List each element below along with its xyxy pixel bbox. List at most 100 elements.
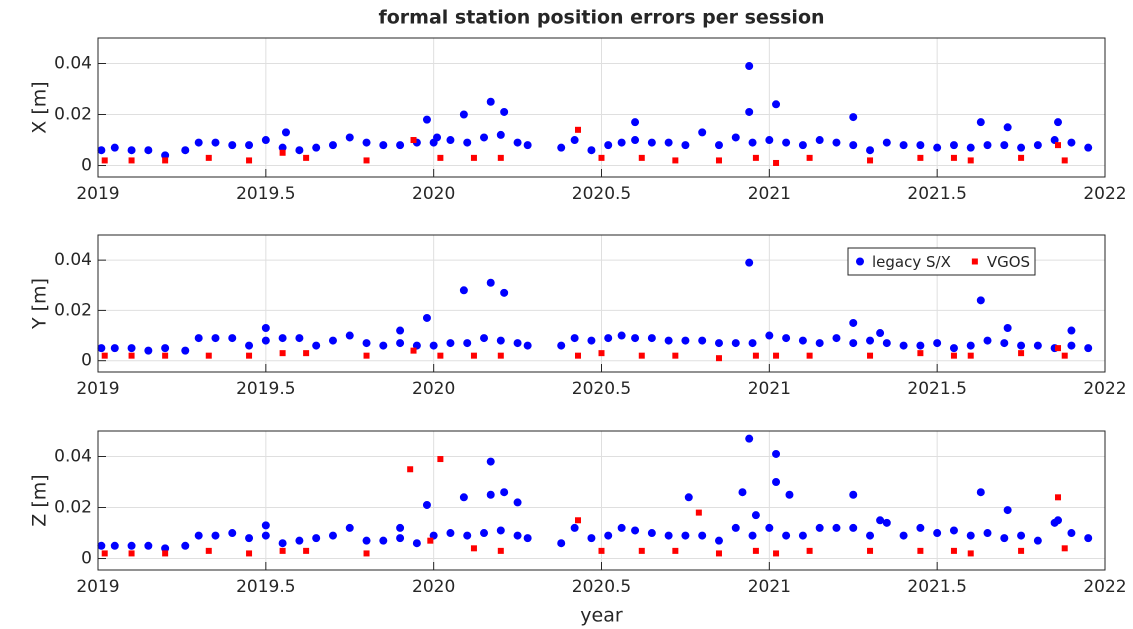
vgos-marker [806,547,813,554]
legacy-marker [916,141,925,150]
legacy-marker [557,539,566,548]
legacy-marker [97,344,106,353]
legacy-marker [949,141,958,150]
legacy-marker [698,531,707,540]
vgos-marker [303,350,310,357]
legacy-marker [587,534,596,543]
vgos-marker [752,154,759,161]
legacy-marker [1003,324,1012,333]
legacy-marker [849,490,858,499]
legacy-marker [745,107,754,116]
vgos-marker [470,352,477,359]
axes-box [97,234,1106,373]
legacy-marker [486,457,495,466]
legacy-marker [751,511,760,520]
legacy-marker [765,523,774,532]
legend: legacy S/X VGOS [847,247,1036,276]
legacy-marker [983,141,992,150]
vgos-marker [672,352,679,359]
vgos-marker [1061,157,1068,164]
legacy-marker [486,278,495,287]
legacy-marker [849,113,858,122]
vgos-marker [752,352,759,359]
legacy-marker [849,523,858,532]
legacy-marker [261,136,270,145]
legacy-marker [245,341,254,350]
legacy-marker [815,136,824,145]
legacy-marker [782,334,791,343]
legacy-marker [570,523,579,532]
vgos-marker [162,352,169,359]
legacy-marker [211,138,220,147]
vgos-marker [162,157,169,164]
legacy-marker [278,539,287,548]
legacy-marker [362,138,371,147]
vgos-marker [1018,547,1025,554]
legacy-marker [379,341,388,350]
vgos-marker [205,352,212,359]
legacy-marker [1084,143,1093,152]
legacy-marker [983,529,992,538]
y-axis-label: X [m] [29,81,51,133]
legacy-marker [480,133,489,142]
legacy-marker [1054,118,1063,127]
legacy-marker [328,336,337,345]
legacy-marker [500,288,509,297]
legacy-marker [513,138,522,147]
vgos-marker [598,154,605,161]
legacy-marker [261,324,270,333]
legacy-marker [731,523,740,532]
legacy-marker [681,336,690,345]
vgos-marker [950,352,957,359]
y-tick-label: 0.02 [54,300,92,320]
legacy-marker [127,146,136,155]
legacy-marker [631,136,640,145]
legacy-marker [496,130,505,139]
vgos-marker [638,547,645,554]
legacy-marker [396,523,405,532]
vgos-marker [1018,350,1025,357]
x-tick-label: 2019.5 [236,379,295,399]
legacy-marker [647,138,656,147]
vgos-marker [279,149,286,156]
vgos-marker [303,547,310,554]
vgos-marker [497,352,504,359]
vgos-marker [1055,345,1062,352]
legacy-marker [328,531,337,540]
legacy-marker [765,331,774,340]
legacy-marker [523,341,532,350]
legacy-marker [617,523,626,532]
legacy-marker [127,344,136,353]
legacy-marker [604,334,613,343]
legacy-marker [127,541,136,550]
legacy-marker [396,534,405,543]
legacy-marker [966,341,975,350]
y-tick-label: 0.04 [54,447,92,467]
legacy-marker [412,341,421,350]
legacy-marker [295,334,304,343]
legacy-marker [815,523,824,532]
legacy-marker [422,313,431,322]
legend-label: VGOS [987,253,1030,271]
x-tick-label: 2019 [76,577,119,597]
vgos-marker [773,159,780,166]
legacy-marker [261,531,270,540]
vgos-marker [437,352,444,359]
legacy-marker [916,523,925,532]
legacy-marker [1067,529,1076,538]
legacy-marker [228,529,237,538]
x-tick-label: 2019 [76,184,119,204]
legacy-marker [144,541,153,550]
legacy-marker [278,334,287,343]
legacy-marker [738,488,747,497]
legacy-marker [110,344,119,353]
vgos-marker [575,352,582,359]
legacy-marker [570,334,579,343]
vgos-marker [715,355,722,362]
x-tick-label: 2022 [1083,184,1126,204]
legacy-marker [1017,143,1026,152]
legacy-marker [587,146,596,155]
vgos-marker [246,157,253,164]
legacy-marker [463,339,472,348]
